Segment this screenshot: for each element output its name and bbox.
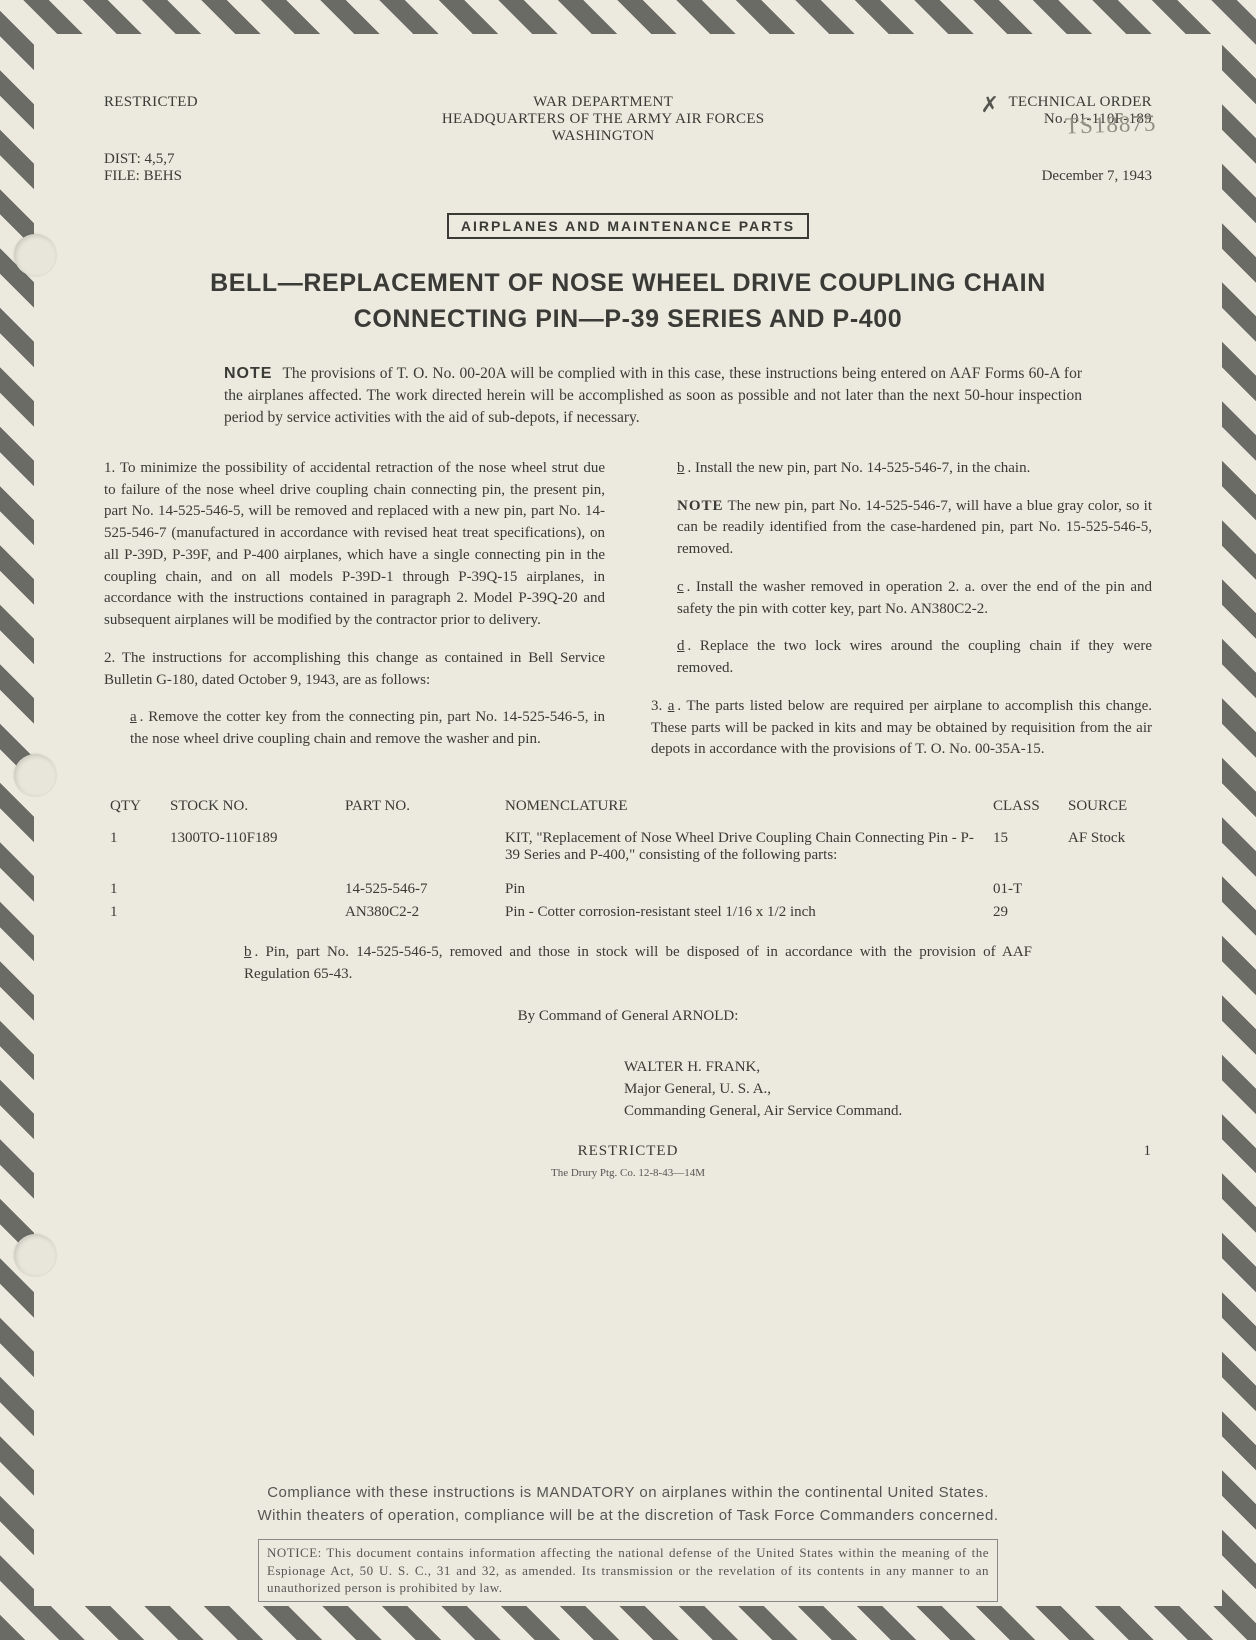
parts-table: QTY STOCK NO. PART NO. NOMENCLATURE CLAS… bbox=[104, 794, 1152, 924]
td-part: 14-525-546-7 bbox=[339, 878, 499, 901]
para-3b: b. Pin, part No. 14-525-546-5, removed a… bbox=[244, 942, 1032, 986]
document-title: BELL—REPLACEMENT OF NOSE WHEEL DRIVE COU… bbox=[104, 265, 1152, 338]
td-stock bbox=[164, 901, 339, 924]
para-2d: d. Replace the two lock wires around the… bbox=[677, 636, 1152, 680]
sig-rank: Major General, U. S. A., bbox=[624, 1079, 1152, 1101]
category-chip: AIRPLANES AND MAINTENANCE PARTS bbox=[447, 213, 809, 239]
date: December 7, 1943 bbox=[1042, 168, 1152, 185]
para-text: . Install the new pin, part No. 14-525-5… bbox=[688, 460, 1031, 476]
table-row: 11300TO-110F189 KIT, "Replacement of Nose… bbox=[104, 827, 1152, 878]
sub-letter: b bbox=[244, 944, 252, 960]
note-text: The new pin, part No. 14-525-546-7, will… bbox=[677, 498, 1152, 558]
file-line: FILE: BEHS bbox=[104, 168, 182, 185]
compliance-banner: Compliance with these instructions is MA… bbox=[0, 1481, 1256, 1602]
dept-line: HEADQUARTERS OF THE ARMY AIR FORCES bbox=[442, 111, 765, 128]
td-qty: 1 bbox=[104, 827, 164, 878]
td-qty: 1 bbox=[104, 901, 164, 924]
top-note: NOTE The provisions of T. O. No. 00-20A … bbox=[224, 362, 1082, 430]
th-class: CLASS bbox=[987, 794, 1062, 827]
para-text: . The parts listed below are required pe… bbox=[651, 698, 1152, 758]
page-border: RESTRICTED WAR DEPARTMENT HEADQUARTERS O… bbox=[0, 0, 1256, 1640]
td-cls: 29 bbox=[987, 901, 1062, 924]
para-2a: a. Remove the cotter key from the connec… bbox=[130, 707, 605, 751]
dist-line: DIST: 4,5,7 bbox=[104, 151, 182, 168]
banner-line: Within theaters of operation, compliance… bbox=[257, 1507, 998, 1524]
banner-line: Compliance with these instructions is MA… bbox=[267, 1484, 989, 1501]
th-stock: STOCK NO. bbox=[164, 794, 339, 827]
sig-title: Commanding General, Air Service Command. bbox=[624, 1101, 1152, 1123]
inner-note: NOTE The new pin, part No. 14-525-546-7,… bbox=[677, 496, 1152, 561]
printer-line: The Drury Ptg. Co. 12-8-43—14M bbox=[104, 1166, 1152, 1182]
para-text: . Pin, part No. 14-525-546-5, removed an… bbox=[244, 944, 1032, 982]
para-3: 3. a. The parts listed below are require… bbox=[651, 696, 1152, 761]
order-label: TECHNICAL ORDER bbox=[1008, 94, 1152, 111]
td-stock: 1300TO-110F189 bbox=[164, 827, 339, 878]
footer-class: RESTRICTED 1 bbox=[104, 1141, 1152, 1163]
handwritten-number: TS18875 bbox=[1064, 110, 1156, 139]
td-src: AF Stock bbox=[1062, 827, 1152, 878]
td-cls: 15 bbox=[987, 827, 1062, 878]
sub-letter: c bbox=[677, 579, 684, 595]
td-part bbox=[339, 827, 499, 878]
title-line: BELL—REPLACEMENT OF NOSE WHEEL DRIVE COU… bbox=[210, 269, 1046, 297]
dept-line: WAR DEPARTMENT bbox=[442, 94, 765, 111]
td-src bbox=[1062, 878, 1152, 901]
classification: RESTRICTED bbox=[104, 94, 198, 145]
command-line: By Command of General ARNOLD: bbox=[104, 1006, 1152, 1028]
tail-section: b. Pin, part No. 14-525-546-5, removed a… bbox=[104, 942, 1152, 1182]
para-text: . Replace the two lock wires around the … bbox=[677, 638, 1152, 676]
espionage-notice: NOTICE: This document contains informati… bbox=[258, 1539, 998, 1602]
note-label: NOTE bbox=[224, 365, 272, 382]
td-nom: Pin - Cotter corrosion-resistant steel 1… bbox=[499, 901, 987, 924]
sig-name: WALTER H. FRANK, bbox=[624, 1057, 1152, 1079]
td-part: AN380C2-2 bbox=[339, 901, 499, 924]
para-1: 1. To minimize the possibility of accide… bbox=[104, 458, 605, 632]
td-stock bbox=[164, 878, 339, 901]
header-row-1: RESTRICTED WAR DEPARTMENT HEADQUARTERS O… bbox=[104, 94, 1152, 145]
sub-letter: b bbox=[677, 460, 685, 476]
dept-line: WASHINGTON bbox=[442, 128, 765, 145]
document-sheet: RESTRICTED WAR DEPARTMENT HEADQUARTERS O… bbox=[34, 34, 1222, 1606]
th-source: SOURCE bbox=[1062, 794, 1152, 827]
th-nom: NOMENCLATURE bbox=[499, 794, 987, 827]
sub-letter: d bbox=[677, 638, 685, 654]
para-2b: b. Install the new pin, part No. 14-525-… bbox=[677, 458, 1152, 480]
para-text: . Install the washer removed in operatio… bbox=[677, 579, 1152, 617]
handwritten-x-icon: ✗ bbox=[980, 92, 999, 118]
para-2: 2. The instructions for accomplishing th… bbox=[104, 648, 605, 692]
hole-punch-icon bbox=[14, 754, 56, 796]
page-number: 1 bbox=[1144, 1141, 1153, 1163]
classification: RESTRICTED bbox=[578, 1143, 679, 1159]
td-nom: KIT, "Replacement of Nose Wheel Drive Co… bbox=[499, 827, 987, 878]
hole-punch-icon bbox=[14, 1234, 56, 1276]
td-qty: 1 bbox=[104, 878, 164, 901]
table-row: 1 AN380C2-2Pin - Cotter corrosion-resista… bbox=[104, 901, 1152, 924]
signature-block: WALTER H. FRANK, Major General, U. S. A.… bbox=[624, 1057, 1152, 1122]
para-text: . Remove the cotter key from the connect… bbox=[130, 709, 605, 747]
td-nom: Pin bbox=[499, 878, 987, 901]
sub-letter: a bbox=[130, 709, 137, 725]
th-part: PART NO. bbox=[339, 794, 499, 827]
hole-punch-icon bbox=[14, 234, 56, 276]
title-line: CONNECTING PIN—P-39 SERIES AND P-400 bbox=[354, 305, 903, 333]
note-label: NOTE bbox=[677, 498, 724, 514]
header-row-2: DIST: 4,5,7 FILE: BEHS December 7, 1943 bbox=[104, 151, 1152, 185]
td-src bbox=[1062, 901, 1152, 924]
note-text: The provisions of T. O. No. 00-20A will … bbox=[224, 365, 1082, 427]
para-2c: c. Install the washer removed in operati… bbox=[677, 577, 1152, 621]
td-cls: 01-T bbox=[987, 878, 1062, 901]
th-qty: QTY bbox=[104, 794, 164, 827]
table-row: 1 14-525-546-7Pin01-T bbox=[104, 878, 1152, 901]
sub-letter: a bbox=[668, 698, 675, 714]
body-columns: 1. To minimize the possibility of accide… bbox=[104, 458, 1152, 772]
